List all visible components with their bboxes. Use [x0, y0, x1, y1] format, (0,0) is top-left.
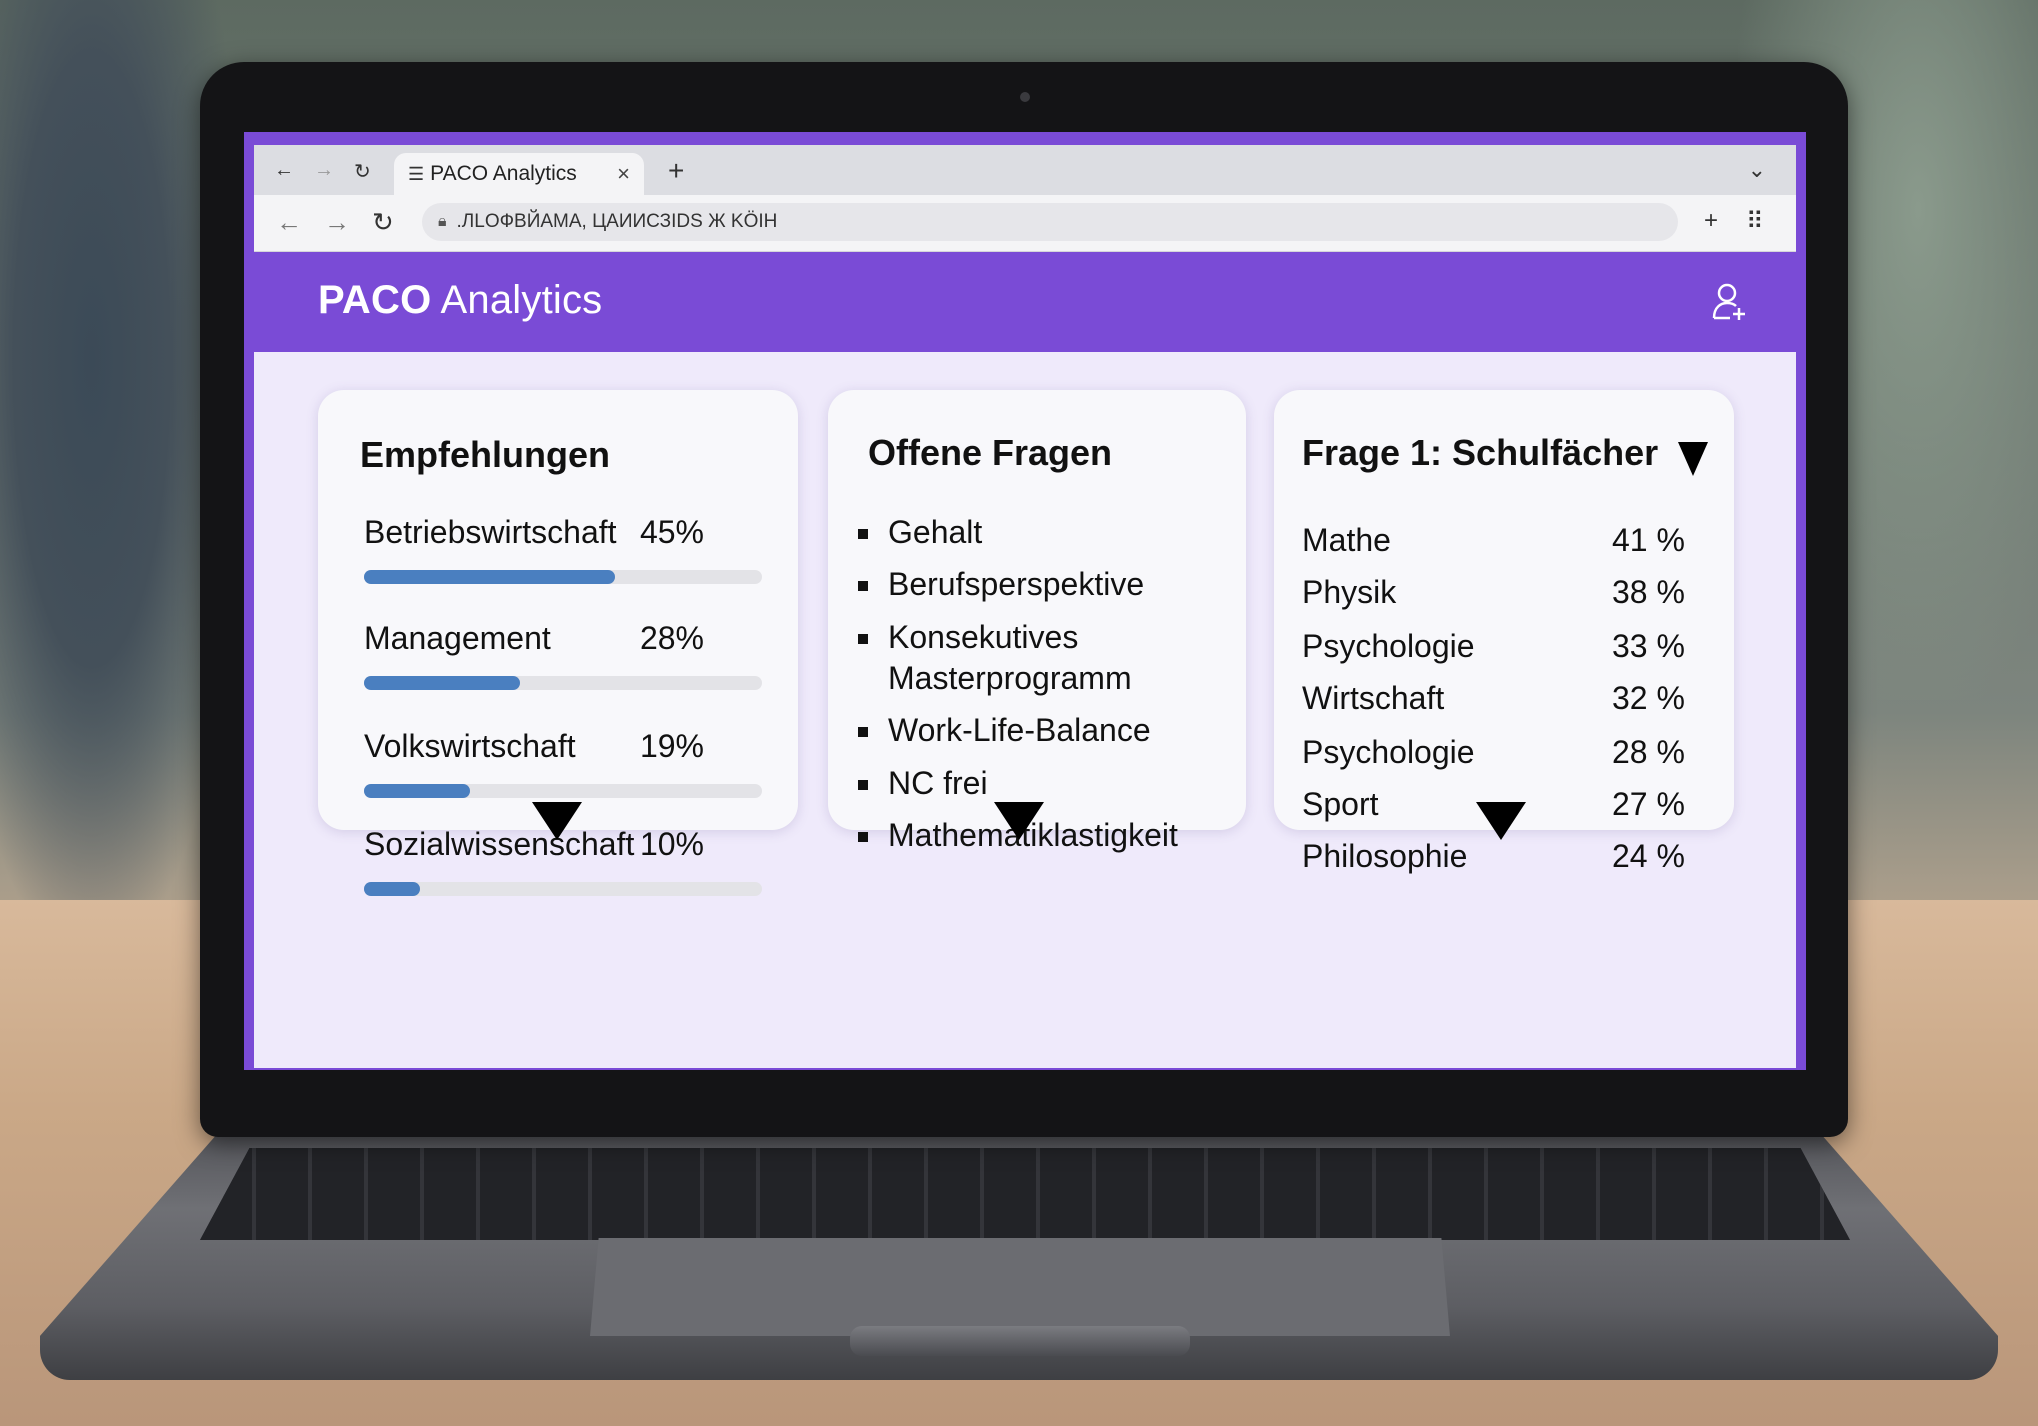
subject-percent: 41 %	[1612, 522, 1685, 558]
browser-toolbar: ← → ↻ 🔒︎ .ЛLOФВЙАМА, ЦАИИСЗIDS Ж KÖIH + …	[254, 195, 1796, 252]
tab-search-chevron-icon[interactable]: ⌄	[1747, 157, 1766, 182]
tab-paco-analytics[interactable]: ☰ PACO Analytics ×	[394, 153, 644, 195]
rec-percent: 10%	[639, 826, 704, 862]
question-text: Mathematiklastigkeit	[888, 817, 1178, 853]
webcam	[1020, 92, 1030, 102]
filter-icon: ☰	[408, 163, 425, 184]
bullet-icon	[858, 581, 868, 591]
rec-progress-track	[364, 882, 762, 896]
subject-percent: 32 %	[1612, 680, 1685, 716]
reload-button[interactable]: ↻	[372, 207, 394, 237]
dashboard-content: Empfehlungen Betriebswirtschaft 45% Mana…	[254, 352, 1796, 1068]
forward-icon[interactable]: →	[314, 159, 334, 181]
back-button[interactable]: ←	[276, 207, 302, 237]
laptop-trackpad	[590, 1238, 1450, 1336]
subjects-expand-icon[interactable]	[1476, 802, 1526, 840]
subject-percent: 38 %	[1612, 574, 1685, 610]
bullet-icon	[858, 727, 868, 737]
recommendations-card: Empfehlungen Betriebswirtschaft 45% Mana…	[318, 390, 798, 896]
rec-progress-fill	[364, 882, 420, 896]
new-tab-button[interactable]: +	[668, 155, 685, 186]
rec-progress-track	[364, 676, 762, 690]
rec-progress-track	[364, 570, 762, 584]
user-add-icon[interactable]	[1712, 282, 1746, 322]
rec-progress-fill	[364, 784, 470, 798]
back-icon[interactable]: ←	[274, 159, 294, 181]
rec-progress-fill	[364, 676, 521, 690]
subjects-dropdown-icon[interactable]	[1678, 442, 1708, 476]
tab-strip: ← → ↻ ☰ PACO Analytics × + ⌄	[254, 145, 1796, 195]
app-header: PACO Analytics	[254, 252, 1796, 352]
bullet-icon	[858, 780, 868, 790]
question-text: Gehalt	[888, 514, 983, 550]
subject-label: Sport	[1302, 786, 1379, 822]
question-text: Berufsperspektive	[888, 566, 1145, 602]
app-brand: PACO Analytics	[318, 278, 602, 323]
rec-label: Management	[364, 620, 551, 656]
bullet-icon	[858, 529, 868, 539]
rec-progress-fill	[364, 570, 615, 584]
subject-percent: 24 %	[1612, 838, 1685, 874]
question-text: Konsekutives Masterprogramm	[888, 619, 1132, 696]
address-url: .ЛLOФВЙАМА, ЦАИИСЗIDS Ж KÖIH	[456, 211, 778, 232]
subject-label: Psychologie	[1302, 734, 1475, 770]
open-questions-expand-icon[interactable]	[994, 802, 1044, 840]
brand-rest: Analytics	[431, 278, 603, 322]
laptop-hinge-notch	[850, 1326, 1190, 1356]
extension-plus-button[interactable]: +	[1704, 207, 1719, 234]
question-text: Work-Life-Balance	[888, 712, 1151, 748]
subject-percent: 33 %	[1612, 628, 1685, 664]
address-bar[interactable]: 🔒︎ .ЛLOФВЙАМА, ЦАИИСЗIDS Ж KÖIH	[422, 203, 1678, 241]
close-tab-icon[interactable]: ×	[617, 161, 630, 186]
rec-percent: 19%	[639, 728, 704, 764]
reload-icon[interactable]: ↻	[354, 161, 371, 183]
subject-label: Wirtschaft	[1302, 680, 1445, 716]
open-questions-title: Offene Fragen	[868, 432, 1113, 473]
open-questions-card: Offene Fragen Gehalt Berufsperspektive K…	[828, 390, 1246, 853]
rec-percent: 45%	[639, 514, 704, 550]
subject-label: Psychologie	[1302, 628, 1475, 664]
bullet-icon	[858, 832, 868, 842]
subject-label: Physik	[1302, 574, 1397, 610]
rec-label: Sozialwissenschaft	[364, 826, 635, 862]
rec-progress-track	[364, 784, 762, 798]
question-text: NC frei	[888, 765, 988, 801]
background-blur-left	[0, 0, 230, 900]
subject-percent: 27 %	[1612, 786, 1685, 822]
rec-label: Betriebswirtschaft	[364, 514, 617, 550]
recommendations-title: Empfehlungen	[360, 434, 610, 475]
subjects-title: Frage 1: Schulfächer	[1302, 432, 1659, 473]
laptop-screen: ← → ↻ ☰ PACO Analytics × + ⌄ ← → ↻ 🔒︎ .Л…	[244, 132, 1806, 1070]
subject-label: Philosophie	[1302, 838, 1468, 874]
subjects-card: Frage 1: Schulfächer Mathe 41 % Physik 38 …	[1274, 390, 1734, 874]
recommendations-expand-icon[interactable]	[532, 802, 582, 840]
browser-window: ← → ↻ ☰ PACO Analytics × + ⌄ ← → ↻ 🔒︎ .Л…	[254, 145, 1796, 1068]
subject-percent: 28 %	[1612, 734, 1685, 770]
lock-icon: 🔒︎	[438, 213, 447, 230]
rec-percent: 28%	[639, 620, 704, 656]
menu-grid-icon[interactable]: ⠿	[1746, 208, 1764, 235]
laptop-keyboard	[200, 1148, 1850, 1240]
tabstrip-nav: ← → ↻	[274, 159, 371, 184]
subject-label: Mathe	[1302, 522, 1391, 558]
forward-button[interactable]: →	[324, 207, 350, 237]
brand-bold: PACO	[318, 278, 432, 322]
tab-title: PACO Analytics	[430, 162, 577, 185]
rec-label: Volkswirtschaft	[364, 728, 576, 764]
bullet-icon	[858, 634, 868, 644]
